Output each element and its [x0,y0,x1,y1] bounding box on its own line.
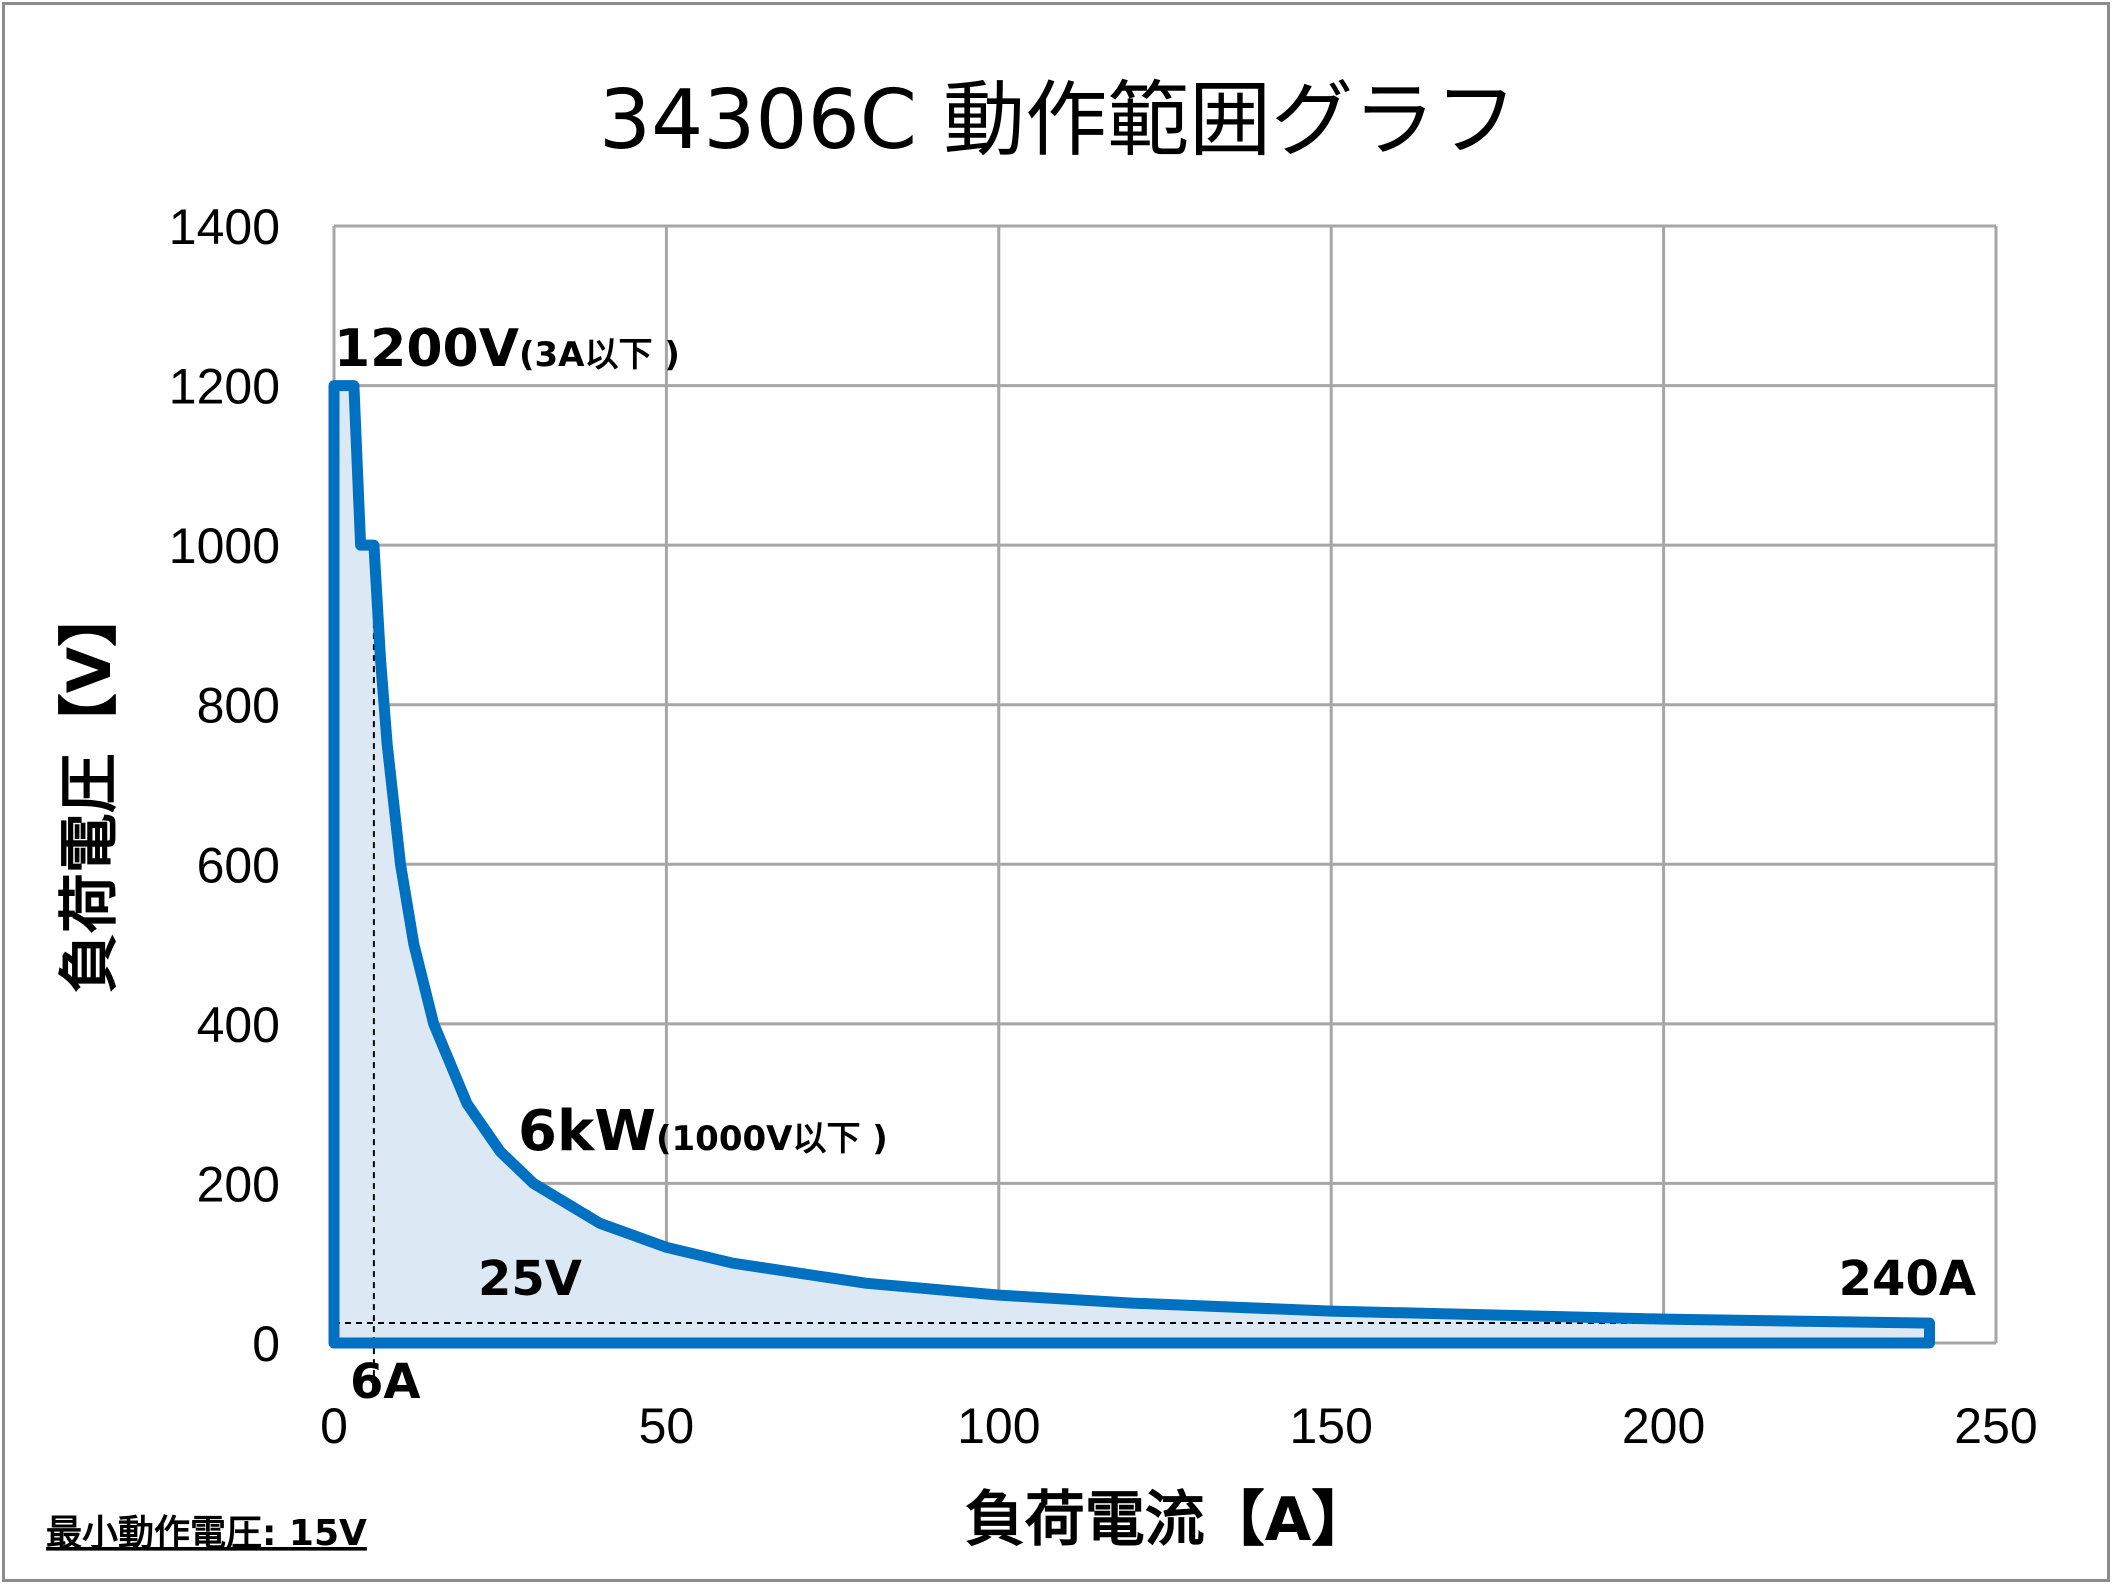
y-tick-label: 1000 [169,518,280,574]
grid [332,224,1998,1345]
annotation-max-voltage-value: 1200V [334,319,519,379]
annotation-max-voltage: 1200V(3A以下 ) [334,319,680,379]
x-tick-label: 0 [320,1398,348,1454]
y-tick-label: 1200 [169,359,280,415]
min-operating-voltage-note: 最小動作電圧: 15V [46,1513,367,1554]
annotation-power: 6kW(1000V以下 ) [518,1099,888,1164]
annotation-power-condition: (1000V以下 ) [656,1119,888,1159]
chart-title: 34306C 動作範囲グラフ [599,73,1517,168]
y-tick-label: 0 [252,1316,280,1372]
y-tick-label: 400 [197,997,280,1053]
y-tick-label: 800 [197,678,280,734]
x-axis-title: 負荷電流【A】 [965,1485,1371,1555]
y-axis-title: 負荷電圧【V】 [55,587,125,993]
x-tick-label: 50 [639,1398,695,1454]
operating-boundary-line [328,380,1935,1349]
x-tick-label: 200 [1622,1398,1705,1454]
annotation-min-current: 6A [350,1354,421,1410]
annotation-max-current: 240A [1839,1251,1976,1307]
y-tick-label: 1400 [169,199,280,255]
operating-area-fill [334,385,1930,1344]
x-tick-label: 250 [1954,1398,2037,1454]
x-tick-label: 100 [957,1398,1040,1454]
y-tick-labels: 0 200 400 600 800 1000 1200 1400 [169,199,280,1372]
annotation-min-voltage: 25V [478,1251,582,1307]
y-tick-label: 600 [197,837,280,893]
x-tick-labels: 0 50 100 150 200 250 [320,1398,2038,1454]
y-tick-label: 200 [197,1156,280,1212]
plot-area [328,380,1935,1385]
x-tick-label: 150 [1289,1398,1372,1454]
annotation-power-value: 6kW [518,1099,656,1164]
annotation-max-voltage-condition: (3A以下 ) [519,335,680,375]
